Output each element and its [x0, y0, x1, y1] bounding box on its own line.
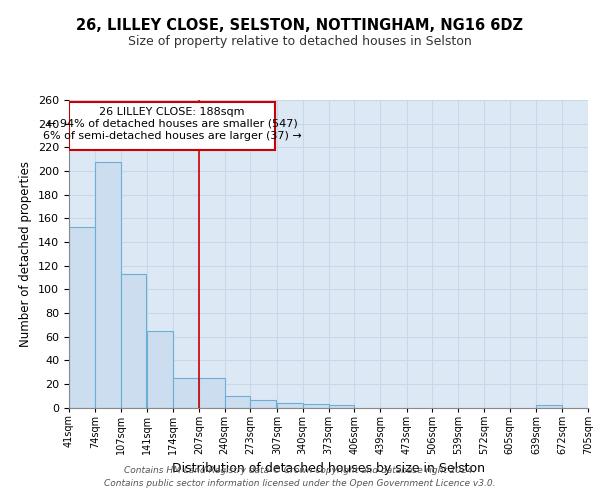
Bar	[329, 405, 354, 407]
Bar	[69, 226, 95, 408]
Text: Contains HM Land Registry data © Crown copyright and database right 2024.
Contai: Contains HM Land Registry data © Crown c…	[104, 466, 496, 487]
Bar	[303, 404, 329, 407]
Bar	[224, 396, 250, 407]
Bar	[536, 405, 562, 407]
Bar	[121, 274, 146, 407]
Bar	[277, 403, 303, 407]
X-axis label: Distribution of detached houses by size in Selston: Distribution of detached houses by size …	[172, 462, 485, 475]
Y-axis label: Number of detached properties: Number of detached properties	[19, 161, 32, 347]
Text: ← 94% of detached houses are smaller (547): ← 94% of detached houses are smaller (54…	[47, 119, 298, 129]
Text: Size of property relative to detached houses in Selston: Size of property relative to detached ho…	[128, 35, 472, 48]
Bar	[250, 400, 276, 407]
Text: 6% of semi-detached houses are larger (37) →: 6% of semi-detached houses are larger (3…	[43, 130, 302, 141]
Text: 26 LILLEY CLOSE: 188sqm: 26 LILLEY CLOSE: 188sqm	[100, 107, 245, 117]
Bar	[95, 162, 121, 408]
Bar	[199, 378, 224, 408]
Bar	[147, 330, 173, 407]
Text: 26, LILLEY CLOSE, SELSTON, NOTTINGHAM, NG16 6DZ: 26, LILLEY CLOSE, SELSTON, NOTTINGHAM, N…	[77, 18, 523, 32]
Bar	[173, 378, 199, 408]
FancyBboxPatch shape	[69, 102, 275, 150]
